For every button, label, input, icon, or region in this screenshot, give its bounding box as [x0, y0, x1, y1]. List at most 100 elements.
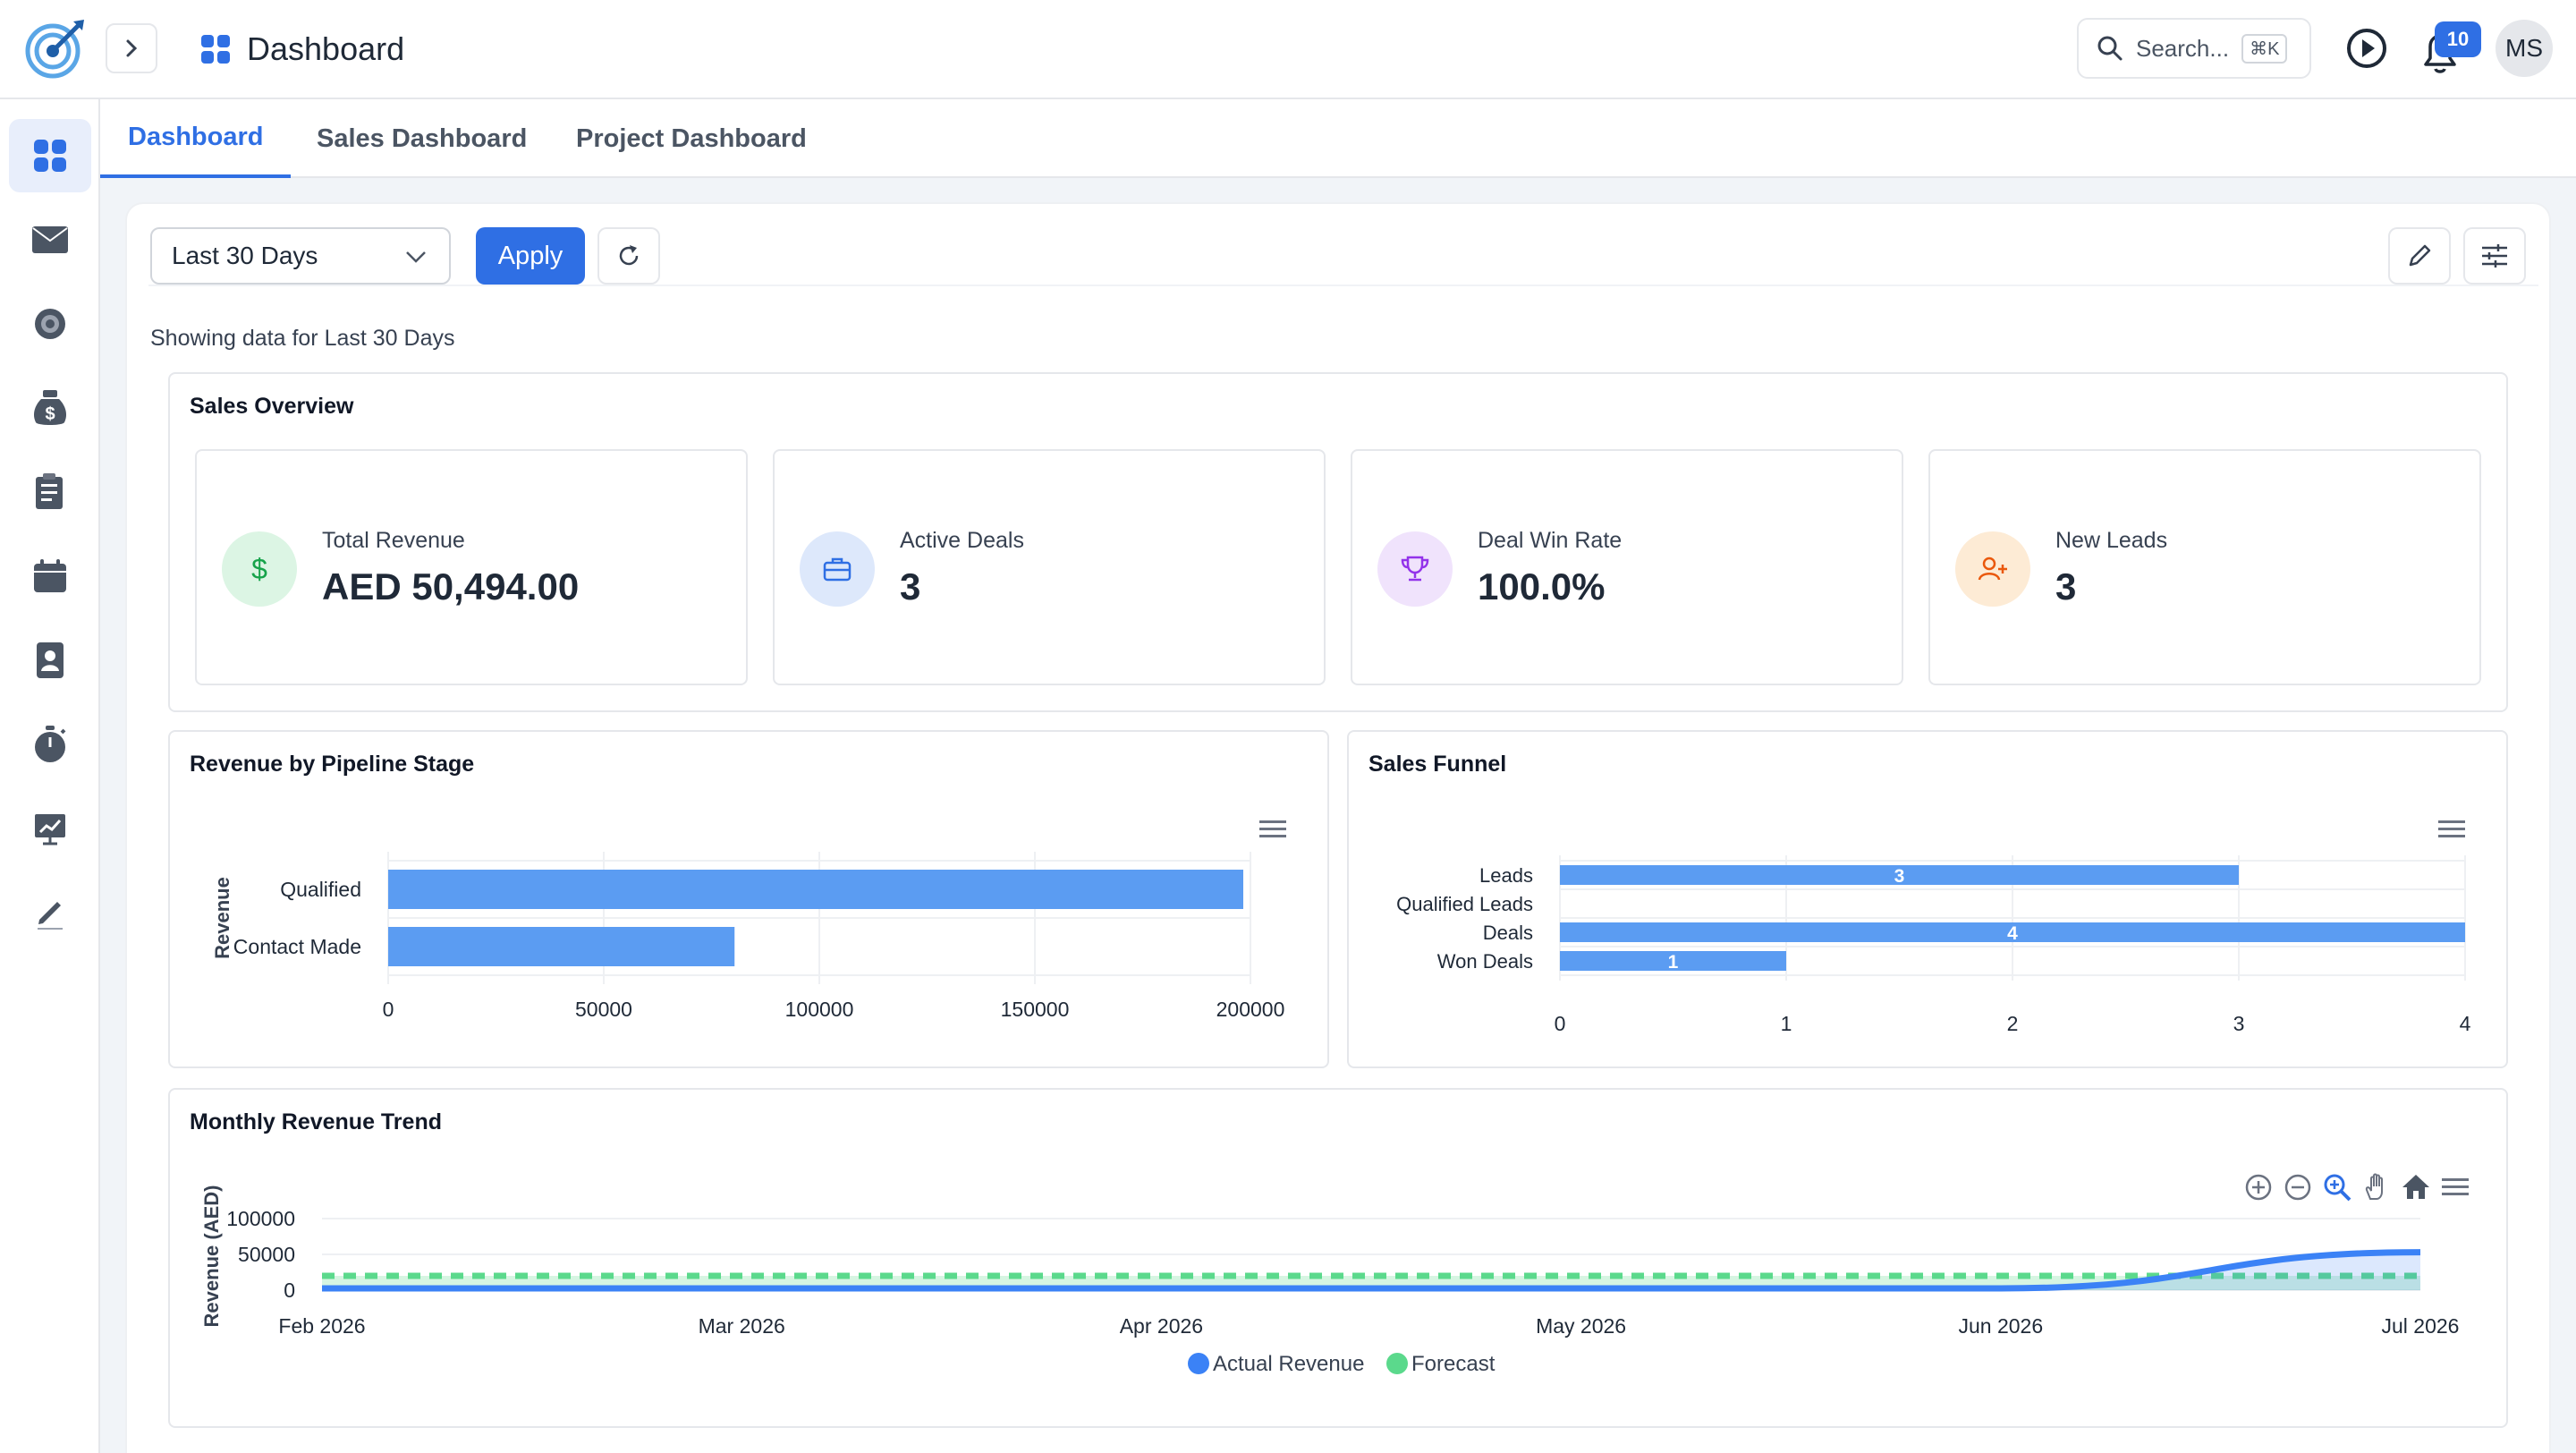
kpi-icon-wrap [1377, 531, 1453, 607]
x-tick-label: 50000 [575, 998, 632, 1021]
bar [388, 927, 735, 966]
tab-bar: Dashboard Sales Dashboard Project Dashbo… [100, 99, 2576, 178]
x-tick-label: 4 [2460, 1012, 2471, 1035]
user-plus-icon [1978, 557, 2007, 581]
x-tick-label: Feb 2026 [278, 1314, 365, 1338]
refresh-icon [619, 245, 639, 266]
y-tick-label: Leads [1479, 864, 1533, 887]
menu-icon[interactable] [1258, 818, 1288, 841]
pencil-icon [38, 902, 63, 930]
data-label: 1 [1668, 952, 1679, 973]
y-tick-label: Qualified [280, 878, 361, 901]
sidebar-item-reports[interactable] [9, 792, 91, 865]
sidebar-item-calendar[interactable] [9, 540, 91, 613]
sidebar-item-timer[interactable] [9, 708, 91, 781]
tab-project-dashboard[interactable]: Project Dashboard [576, 123, 807, 153]
y-tick-label: Won Deals [1437, 950, 1533, 973]
pencil-icon [2409, 244, 2431, 267]
kpi-value: AED 50,494.00 [322, 565, 580, 608]
notification-badge: 10 [2435, 21, 2481, 57]
x-tick-label: 150000 [1001, 998, 1070, 1021]
date-range-select[interactable]: Last 30 Days [150, 227, 451, 285]
search-icon [2097, 36, 2123, 61]
data-label: 3 [1894, 866, 1905, 887]
menu-icon[interactable] [2440, 1172, 2470, 1202]
briefcase-icon [823, 557, 852, 582]
kpi-icon-wrap [800, 531, 875, 607]
sidebar-item-dashboard[interactable] [9, 119, 91, 192]
menu-icon[interactable] [2436, 818, 2467, 841]
checklist-icon [36, 473, 63, 509]
sliders-icon [2482, 244, 2507, 268]
play-circle-icon[interactable] [2345, 27, 2388, 70]
sidebar: $ [0, 99, 100, 1453]
legend-label: Forecast [1411, 1352, 1496, 1376]
x-tick-label: Jun 2026 [1958, 1314, 2043, 1338]
dollar-icon: $ [251, 553, 267, 585]
chart-title: Revenue by Pipeline Stage [190, 752, 475, 777]
y-tick-label: 0 [284, 1279, 295, 1302]
kpi-icon-wrap [1955, 531, 2030, 607]
x-tick-label: Jul 2026 [2382, 1314, 2460, 1338]
sidebar-item-contacts[interactable] [9, 624, 91, 697]
target-icon [35, 309, 65, 339]
x-tick-label: 2 [2007, 1012, 2019, 1035]
sidebar-item-tasks[interactable] [9, 455, 91, 529]
y-tick-label: Deals [1483, 922, 1533, 944]
refresh-button[interactable] [597, 227, 660, 285]
sales-funnel-card: Sales Funnel 0 1 2 3 4 Leads 3 Qualified Leads D… [1347, 730, 2508, 1068]
chart-toolbar [2243, 1172, 2470, 1202]
chart-title: Monthly Revenue Trend [190, 1109, 442, 1134]
x-tick-label: 3 [2233, 1012, 2245, 1035]
tab-dashboard[interactable]: Dashboard [100, 99, 292, 178]
top-header: Dashboard Search... ⌘K 10 MS [0, 0, 2576, 99]
x-tick-label: 0 [1555, 1012, 1566, 1035]
x-tick-label: May 2026 [1536, 1314, 1626, 1338]
kpi-label: Deal Win Rate [1478, 528, 1623, 553]
apply-button[interactable]: Apply [476, 227, 585, 285]
toolbar-divider [148, 285, 2538, 286]
data-label: 4 [2007, 923, 2018, 944]
legend-marker [1188, 1353, 1209, 1374]
stopwatch-icon [35, 726, 66, 762]
legend-label: Actual Revenue [1213, 1352, 1364, 1376]
sidebar-item-sales[interactable]: $ [9, 371, 91, 445]
sidebar-item-target[interactable] [9, 287, 91, 361]
y-tick-label: Contact Made [233, 935, 361, 958]
kpi-card-active-deals: Active Deals 3 [773, 449, 1326, 685]
tab-sales-dashboard[interactable]: Sales Dashboard [317, 123, 528, 153]
revenue-trend-chart: 100000 50000 0 Feb 2026 Mar 2026 Apr 2026 May … [200, 1185, 2460, 1376]
section-title: Sales Overview [190, 394, 354, 419]
zoom-in-icon[interactable] [2243, 1172, 2274, 1202]
pan-hand-icon[interactable] [2361, 1172, 2392, 1202]
customize-button[interactable] [2463, 227, 2526, 285]
date-range-value: Last 30 Days [172, 242, 318, 269]
calendar-icon [34, 559, 66, 592]
home-icon[interactable] [2401, 1172, 2431, 1202]
kpi-icon-wrap: $ [222, 531, 297, 607]
search-shortcut: ⌘K [2241, 33, 2288, 64]
kpi-value: 100.0% [1478, 565, 1606, 608]
y-tick-label: 50000 [238, 1243, 295, 1266]
app-logo-icon[interactable] [23, 18, 86, 81]
x-tick-label: 100000 [785, 998, 854, 1021]
avatar[interactable]: MS [2496, 20, 2553, 77]
bar [1560, 922, 2465, 942]
zoom-select-icon[interactable] [2322, 1172, 2352, 1202]
bar [1560, 951, 1786, 971]
search-input[interactable]: Search... ⌘K [2077, 18, 2311, 79]
sidebar-toggle-button[interactable] [106, 23, 157, 73]
kpi-value: 3 [900, 565, 921, 608]
kpi-label: Total Revenue [322, 528, 465, 553]
contacts-icon [37, 642, 64, 678]
kpi-label: Active Deals [900, 528, 1024, 553]
svg-text:$: $ [251, 553, 267, 585]
zoom-out-icon[interactable] [2283, 1172, 2313, 1202]
chart-board-icon [35, 814, 65, 845]
sidebar-item-mail[interactable] [9, 203, 91, 276]
filter-summary-text: Showing data for Last 30 Days [150, 326, 455, 351]
kpi-value: 3 [2055, 565, 2077, 608]
sidebar-item-notes[interactable] [9, 876, 91, 949]
edit-dashboard-button[interactable] [2388, 227, 2451, 285]
kpi-label: New Leads [2055, 528, 2168, 553]
